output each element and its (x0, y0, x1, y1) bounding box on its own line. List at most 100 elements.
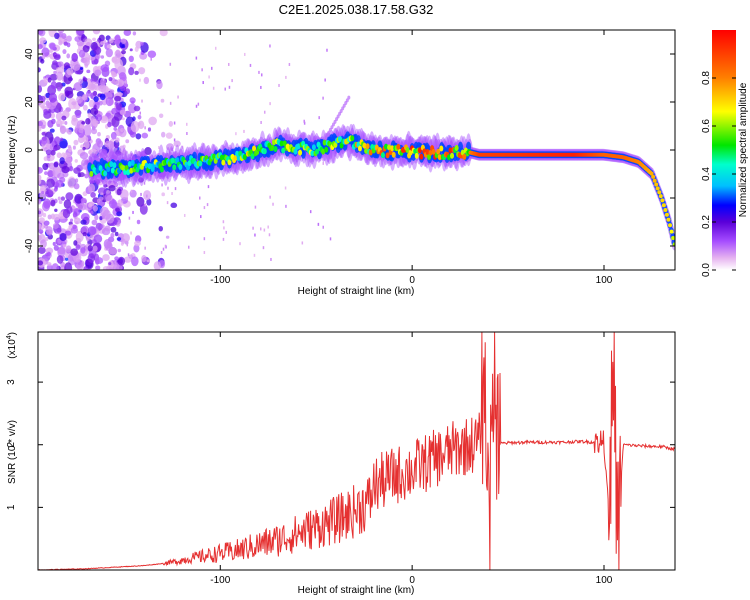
noise-cell (96, 198, 100, 204)
noise-cell (111, 71, 117, 78)
noise-cell (68, 98, 77, 110)
noise-speck (260, 120, 262, 124)
noise-cell (84, 38, 93, 47)
noise-cell (87, 183, 96, 194)
noise-cell (40, 95, 46, 103)
ridge-core (413, 148, 418, 155)
ridge-core (178, 163, 183, 170)
noise-speck (139, 78, 141, 82)
ridge-core (419, 153, 424, 160)
noise-cell (120, 85, 126, 92)
noise-cell (62, 244, 67, 248)
noise-cell (53, 244, 59, 251)
ridge-core (651, 174, 656, 179)
ridge-core (446, 154, 451, 161)
noise-speck (207, 185, 210, 189)
noise-cell (44, 237, 49, 242)
noise-speck (243, 129, 245, 133)
noise-speck (303, 119, 305, 123)
noise-speck (228, 85, 231, 89)
colorbar-tick-label: 0.8 (701, 71, 712, 85)
ridge-core (652, 178, 657, 183)
noise-cell (133, 244, 140, 253)
ridge-core (242, 153, 247, 160)
noise-cell (128, 103, 137, 114)
noise-cell (108, 262, 112, 266)
ridge-core (103, 170, 108, 177)
noise-cell (52, 241, 56, 246)
ridge-core (296, 143, 301, 150)
noise-cell (107, 121, 112, 128)
noise-cell (97, 187, 107, 195)
noise-cell (50, 149, 56, 156)
ridge-core (227, 159, 232, 166)
noise-cell (88, 83, 95, 91)
noise-cell (43, 156, 48, 161)
noise-cell (82, 77, 88, 82)
colorbar-gradient (712, 30, 736, 270)
x-tick-label: -100 (210, 575, 230, 586)
ridge-core (666, 217, 671, 222)
noise-cell (45, 226, 53, 235)
noise-cell (64, 257, 69, 261)
snr-x-label: Height of straight line (km) (298, 585, 415, 596)
noise-cell (62, 49, 67, 55)
noise-cell (114, 231, 119, 237)
noise-cell (57, 61, 64, 67)
noise-cell (58, 92, 66, 102)
noise-cell (79, 67, 84, 70)
ridge-core (437, 154, 442, 161)
noise-cell (83, 57, 90, 67)
spectrogram-panel: -100 0 100 -40 -20 0 20 40 Height of straight … (7, 29, 676, 297)
noise-speck (143, 181, 146, 185)
noise-cell (128, 55, 134, 63)
noise-cell (51, 263, 60, 270)
noise-speck (263, 228, 266, 232)
ridge-core (159, 166, 164, 173)
snr-y-multiplier: (x104) (6, 332, 18, 359)
noise-cell (106, 44, 112, 49)
noise-cell (76, 30, 85, 36)
noise-cell (72, 145, 76, 150)
noise-cell (100, 41, 104, 45)
noise-speck (173, 138, 176, 142)
noise-cell (67, 145, 72, 149)
noise-cell (114, 256, 119, 261)
noise-cell (72, 61, 81, 72)
noise-cell (91, 128, 98, 135)
noise-cell (83, 266, 89, 270)
noise-speck (162, 247, 165, 251)
x-tick-label: 100 (596, 275, 613, 286)
noise-speck (303, 121, 306, 125)
spectrogram-y-ticks: -40 -20 0 20 40 (24, 48, 675, 253)
noise-speck (169, 62, 172, 66)
noise-cell (46, 262, 52, 267)
noise-cell (53, 186, 58, 192)
noise-speck (224, 87, 226, 91)
noise-cell (41, 147, 45, 152)
noise-speck (214, 46, 217, 50)
noise-cell (65, 245, 72, 253)
snr-plot-area (38, 332, 675, 570)
ridge-core (364, 147, 369, 154)
ridge-core (311, 144, 316, 151)
noise-cell (62, 208, 71, 219)
noise-speck (202, 81, 204, 85)
noise-cell (120, 128, 125, 133)
ridge-core (365, 143, 370, 150)
noise-cell (134, 46, 139, 52)
noise-cell (125, 139, 130, 144)
noise-cell (121, 44, 126, 49)
noise-cell (41, 54, 46, 60)
noise-cell (148, 116, 157, 126)
noise-cell (90, 107, 99, 116)
noise-cell (48, 92, 58, 103)
ridge-core (448, 147, 453, 154)
ridge-core (262, 148, 267, 155)
noise-cell (89, 201, 95, 207)
noise-cell (165, 235, 170, 239)
noise-speck (318, 116, 320, 120)
noise-cell (59, 120, 65, 125)
noise-cell (99, 93, 106, 101)
noise-speck (158, 146, 160, 150)
